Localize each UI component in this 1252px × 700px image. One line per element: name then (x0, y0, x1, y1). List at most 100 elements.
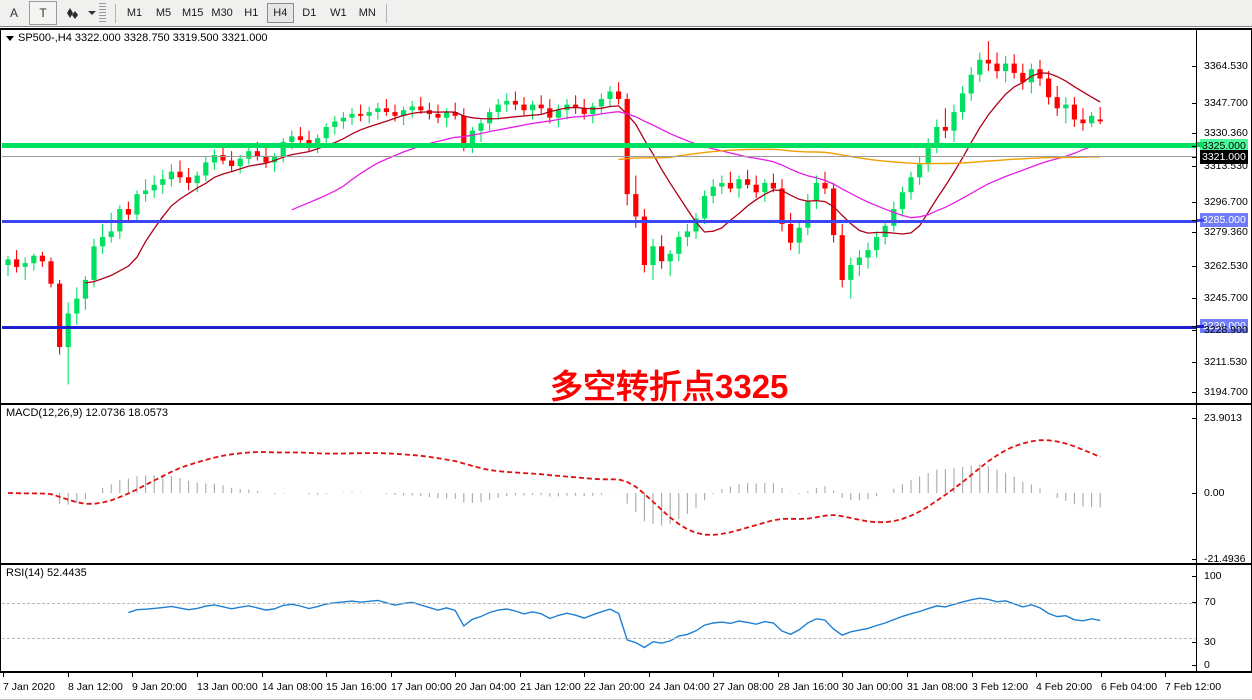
time-tick (132, 672, 133, 677)
time-axis-label: 31 Jan 08:00 (907, 681, 968, 693)
time-tick (455, 672, 456, 677)
time-tick (520, 672, 521, 677)
price-label: 3194.700 (1204, 386, 1248, 398)
rsi-level-30 (2, 638, 1197, 640)
timeframe-mn[interactable]: MN (354, 3, 381, 23)
macd-label: MACD(12,26,9) 12.0736 18.0573 (6, 407, 169, 419)
level-line-3230[interactable] (2, 326, 1197, 329)
level-line-3285[interactable] (2, 220, 1197, 223)
time-tick (262, 672, 263, 677)
timeframe-h4[interactable]: H4 (266, 3, 294, 23)
scale-level-marker (1197, 325, 1204, 328)
rsi-pane[interactable]: RSI(14) 52.4435 100 70 30 0 (0, 564, 1252, 672)
text-tool-label: A (9, 6, 18, 20)
price-tick (1192, 166, 1196, 167)
time-axis-label: 27 Jan 08:00 (713, 681, 774, 693)
label-tool-label: T (39, 6, 47, 20)
price-label: 3262.530 (1204, 260, 1248, 272)
shapes-glyph (66, 7, 78, 19)
time-axis-label: 20 Jan 04:00 (455, 681, 516, 693)
chevron-down-icon[interactable] (88, 11, 96, 15)
price-tick (1192, 362, 1196, 363)
macd-pane[interactable]: MACD(12,26,9) 12.0736 18.0573 23.9013 0.0… (0, 404, 1252, 565)
price-tick (1192, 326, 1196, 327)
timeframe-d1[interactable]: D1 (296, 3, 323, 23)
time-axis-label: 22 Jan 20:00 (584, 681, 645, 693)
time-axis-label: 13 Jan 00:00 (197, 681, 258, 693)
macd-scale[interactable]: 23.9013 0.00 -21.4936 (1196, 405, 1251, 565)
price-tick (1192, 392, 1196, 393)
price-label: 3228.900 (1204, 324, 1248, 336)
time-axis-pane[interactable]: 7 Jan 2020 8 Jan 12:00 9 Jan 20:00 13 Jan 0… (0, 672, 1252, 700)
objects-tool-icon[interactable] (59, 2, 85, 24)
time-axis-label: 14 Jan 08:00 (262, 681, 323, 693)
time-axis-label: 4 Feb 20:00 (1036, 681, 1093, 693)
time-axis[interactable]: 7 Jan 2020 8 Jan 12:00 9 Jan 20:00 13 Jan 0… (1, 672, 1221, 700)
rsi-scale[interactable]: 100 70 30 0 (1196, 565, 1251, 671)
price-plot-area[interactable]: 多空转折点3325 (2, 30, 1197, 403)
rsi-tick (1192, 665, 1196, 666)
macd-scale-label: 0.00 (1204, 487, 1225, 499)
timeframe-m30[interactable]: M30 (208, 3, 235, 23)
price-label: 3364.530 (1204, 60, 1248, 72)
timeframe-m15[interactable]: M15 (179, 3, 206, 23)
rsi-plot-area[interactable] (2, 565, 1197, 671)
toolbar-divider (115, 3, 116, 23)
price-label-highlight[interactable]: 3285.000 (1200, 213, 1248, 227)
price-label-highlight[interactable]: 3325.000 (1200, 139, 1248, 153)
price-scale[interactable]: 3364.530 3347.700 3330.360 3325.000 3321.000… (1196, 30, 1251, 432)
time-tick (391, 672, 392, 677)
price-label: 3296.700 (1204, 196, 1248, 208)
time-tick (649, 672, 650, 677)
price-tick (1192, 202, 1196, 203)
price-label-highlight[interactable]: 3321.000 (1200, 150, 1248, 164)
timeframe-label: MN (358, 7, 376, 19)
time-axis-label: 3 Feb 12:00 (972, 681, 1029, 693)
timeframe-label: M15 (182, 7, 204, 19)
time-axis-label: 30 Jan 00:00 (842, 681, 903, 693)
time-tick (1101, 672, 1102, 677)
time-tick (1165, 672, 1166, 677)
price-label: 3245.700 (1204, 292, 1248, 304)
timeframe-m1[interactable]: M1 (121, 3, 148, 23)
timeframe-w1[interactable]: W1 (325, 3, 352, 23)
label-tool-icon[interactable]: T (29, 1, 57, 25)
price-tick (1192, 103, 1196, 104)
time-tick (326, 672, 327, 677)
chart-annotation-text[interactable]: 多空转折点3325 (550, 368, 789, 403)
rsi-scale-label: 100 (1204, 570, 1222, 582)
timeframe-label: M30 (211, 7, 233, 19)
toolbar-grip[interactable] (99, 3, 106, 23)
timeframe-label: M5 (155, 7, 172, 19)
time-tick (713, 672, 714, 677)
rsi-tick (1192, 576, 1196, 577)
price-tick (1192, 146, 1196, 147)
price-pane[interactable]: 多空转折点3325 SP500-,H4 3322.000 3328.750 33… (0, 29, 1252, 432)
time-tick (842, 672, 843, 677)
price-tick (1192, 330, 1196, 331)
timeframe-h1[interactable]: H1 (238, 3, 265, 23)
time-axis-label: 24 Jan 04:00 (649, 681, 710, 693)
macd-scale-label: -21.4936 (1204, 553, 1246, 565)
time-tick (3, 672, 4, 677)
rsi-label: RSI(14) 52.4435 (6, 567, 87, 579)
time-tick (778, 672, 779, 677)
price-label-highlight[interactable]: 3230.000 (1200, 319, 1248, 333)
timeframe-label: D1 (302, 7, 317, 19)
text-tool-icon[interactable]: A (1, 2, 27, 24)
price-label: 3211.530 (1204, 356, 1248, 368)
macd-tick (1192, 418, 1196, 419)
time-tick (584, 672, 585, 677)
collapse-arrow-icon[interactable] (6, 35, 14, 41)
price-label: 3279.360 (1204, 226, 1248, 238)
macd-series (7, 439, 1101, 536)
timeframe-label: W1 (330, 7, 347, 19)
time-axis-label: 6 Feb 04:00 (1101, 681, 1158, 693)
macd-plot-area[interactable] (2, 405, 1197, 563)
price-label: 3313.530 (1204, 160, 1248, 172)
rsi-tick (1192, 642, 1196, 643)
macd-tick (1192, 493, 1196, 494)
level-line-3325[interactable] (2, 143, 1197, 148)
timeframe-m5[interactable]: M5 (150, 3, 177, 23)
rsi-scale-label: 0 (1204, 659, 1210, 671)
